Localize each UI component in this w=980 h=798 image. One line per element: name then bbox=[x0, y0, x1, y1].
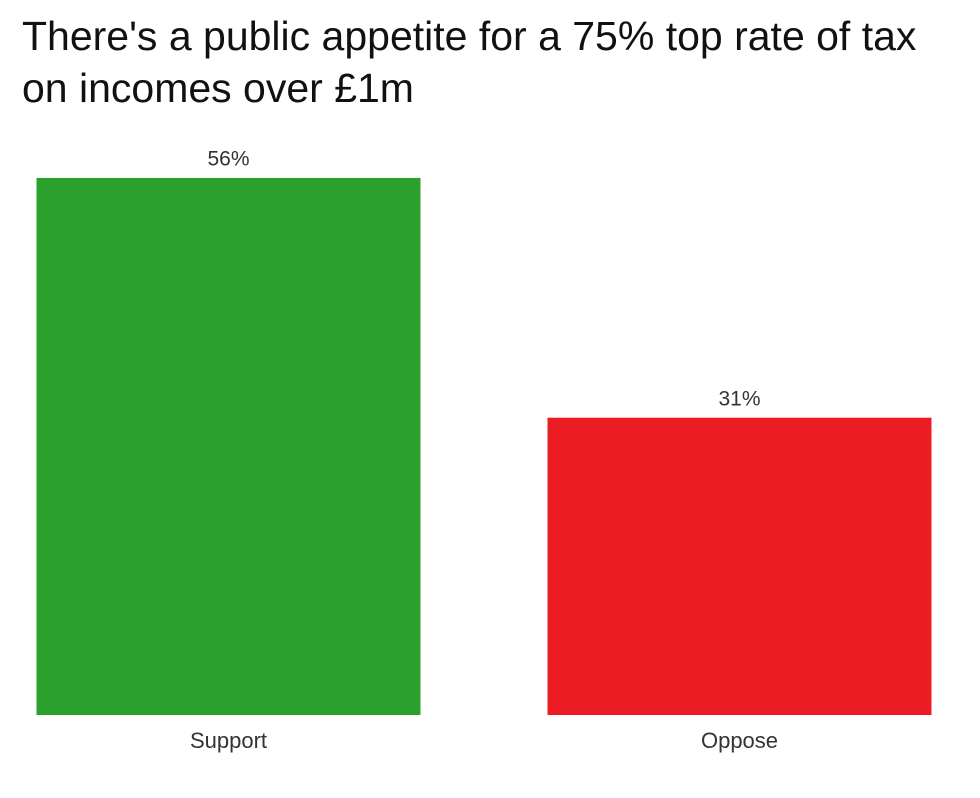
chart-title: There's a public appetite for a 75% top … bbox=[22, 13, 917, 111]
value-label: 56% bbox=[207, 148, 249, 171]
bar bbox=[36, 177, 421, 715]
x-tick-label: Support bbox=[190, 728, 267, 753]
value-label: 31% bbox=[718, 387, 760, 410]
x-tick-label: Oppose bbox=[701, 728, 778, 753]
bar bbox=[547, 417, 932, 715]
